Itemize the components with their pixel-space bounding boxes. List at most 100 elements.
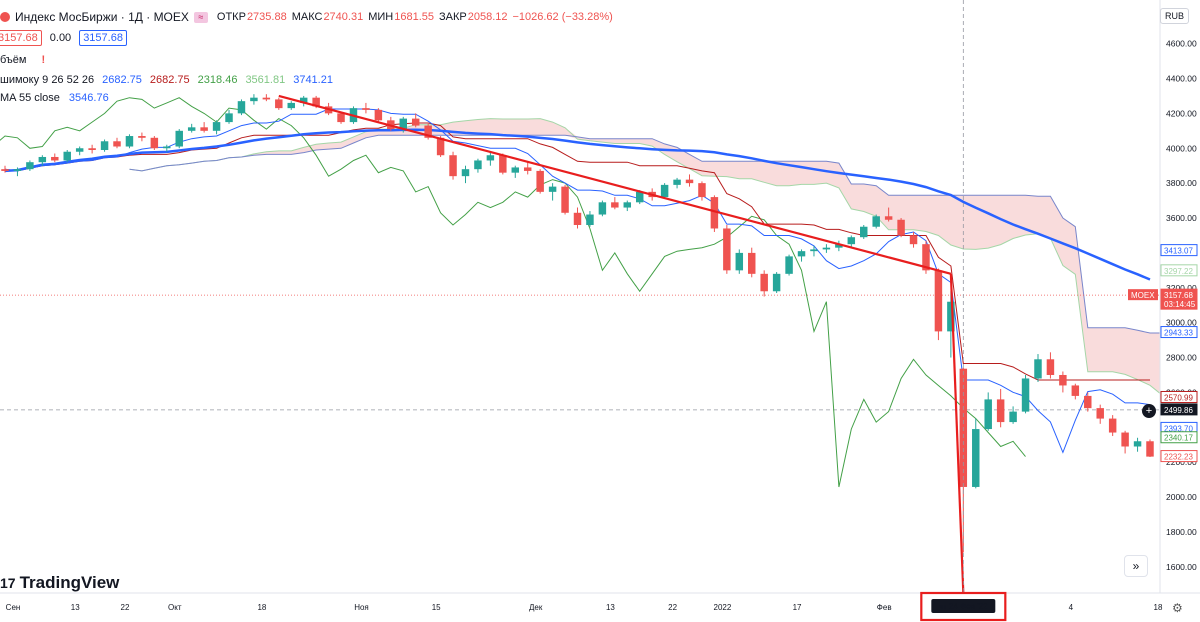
candle-body [760, 273, 768, 292]
candle-body [922, 244, 930, 271]
ichimoku-span-a-line [129, 118, 1200, 418]
y-tick-label: 2200.00 [1166, 457, 1197, 467]
candle-body [561, 186, 569, 213]
candle-body [523, 167, 532, 171]
y-tick-label: 3000.00 [1166, 318, 1197, 328]
candle-body [175, 130, 183, 147]
candle-body [797, 251, 806, 257]
open-label: ОТКР [216, 11, 246, 23]
candle-body [723, 228, 731, 271]
y-tick-label: 4600.00 [1166, 39, 1197, 49]
scroll-to-realtime-button[interactable]: » [1124, 555, 1148, 577]
ichimoku-label[interactable]: шимоку 9 26 52 26 [0, 74, 95, 86]
candle-body [163, 146, 171, 149]
add-alert-plus-icon[interactable]: + [1142, 404, 1156, 418]
volume-label[interactable]: бъём [0, 54, 27, 66]
high-label: МАКС [291, 11, 323, 23]
spread-value: 0.00 [49, 32, 72, 44]
price-tag-box [1160, 403, 1198, 416]
annotation-trend-line [278, 94, 952, 275]
price-tag-value: 2340.17 [1164, 434, 1193, 443]
price-tag-box [1160, 431, 1198, 444]
x-tick-label: Окт [168, 603, 182, 612]
gear-icon[interactable]: ⚙ [1172, 601, 1183, 615]
ma-label[interactable]: MA 55 close [0, 92, 60, 104]
candle-body [100, 141, 109, 150]
price-tag-box [1160, 244, 1198, 257]
x-tick-label: 2022 [714, 603, 732, 612]
legend-row-main: Индекс МосБиржи · 1Д · MOEX ≈ ОТКР 2735.… [0, 10, 613, 24]
bid-box[interactable]: 3157.68 [0, 30, 42, 46]
candle-body [785, 256, 793, 274]
price-tag-box [1160, 264, 1198, 277]
ichimoku-spanA-value: 3561.81 [245, 74, 286, 86]
x-tick-label: 13 [71, 603, 80, 612]
candle-body [237, 101, 246, 114]
candle-body [598, 202, 607, 215]
candle-body [75, 148, 84, 152]
candle-body [698, 183, 706, 198]
candle-body [299, 97, 308, 103]
price-tag-value: 2943.33 [1164, 329, 1193, 338]
x-tick-label: Сен [6, 603, 21, 612]
candle-body [262, 97, 271, 100]
annotation-drop-line [949, 273, 965, 594]
close-value: 2058.12 [467, 11, 508, 23]
alert-icon[interactable]: ! [41, 54, 46, 66]
low-label: МИН [368, 11, 394, 23]
candle-body [26, 162, 34, 170]
candle-body [996, 399, 1005, 423]
ichimoku-spanB-value: 3741.21 [293, 74, 333, 86]
candle-body [772, 273, 781, 292]
x-tick-label: 22 [121, 603, 130, 612]
candle-body [275, 99, 283, 109]
price-tag-box [1160, 326, 1198, 339]
candle-body [486, 155, 495, 161]
candle-body [1096, 408, 1104, 419]
price-tag-value: 2499.86 [1164, 406, 1193, 415]
symbol-title[interactable]: Индекс МосБиржи · 1Д · MOEX [15, 10, 189, 24]
candle-body [150, 137, 159, 149]
legend-row-bidask: 3157.68 0.00 3157.68 [0, 30, 127, 46]
candle-body [200, 127, 208, 131]
candle-body [51, 156, 59, 161]
ichimoku-chikou-value: 2318.46 [197, 74, 238, 86]
candle-body [250, 97, 258, 102]
candle-body [474, 160, 482, 170]
candle-body [685, 179, 694, 184]
candle-body [399, 118, 407, 130]
tradingview-logo: 17 TradingView [0, 573, 119, 593]
candle-body [623, 202, 632, 208]
legend-row-volume: бъём ! [0, 54, 45, 66]
compare-icon[interactable]: ≈ [193, 11, 208, 23]
candle-body [548, 186, 557, 192]
x-tick-label: 18 [257, 603, 266, 612]
candle-body [449, 155, 457, 177]
y-tick-label: 4400.00 [1166, 73, 1197, 83]
x-tick-label: Дек [529, 603, 543, 612]
y-tick-label: 2800.00 [1166, 353, 1197, 363]
candle-body [884, 216, 893, 220]
candle-body [125, 136, 134, 147]
candle-body [1, 169, 9, 171]
candle-body [424, 125, 432, 138]
currency-button[interactable]: RUB [1160, 8, 1190, 24]
crosshair-date-label: чт 24 Фев '22 [939, 602, 988, 611]
candle-body [635, 191, 644, 203]
x-tick-label: 15 [432, 603, 441, 612]
price-tag-box [1160, 390, 1198, 403]
tv-logo-text: TradingView [19, 573, 120, 592]
y-tick-label: 3600.00 [1166, 213, 1197, 223]
y-tick-label: 3200.00 [1166, 283, 1197, 293]
y-tick-label: 3800.00 [1166, 178, 1197, 188]
candle-body [38, 156, 47, 163]
legend-row-ichimoku: шимоку 9 26 52 26 2682.75 2682.75 2318.4… [0, 74, 333, 86]
candle-body [88, 148, 96, 150]
ask-box[interactable]: 3157.68 [79, 30, 127, 46]
candle-body [225, 113, 233, 123]
ichimoku-kijun-value: 2682.75 [149, 74, 190, 86]
candle-body [212, 122, 221, 131]
high-value: 2740.31 [323, 11, 364, 23]
candle-body [1009, 411, 1017, 423]
